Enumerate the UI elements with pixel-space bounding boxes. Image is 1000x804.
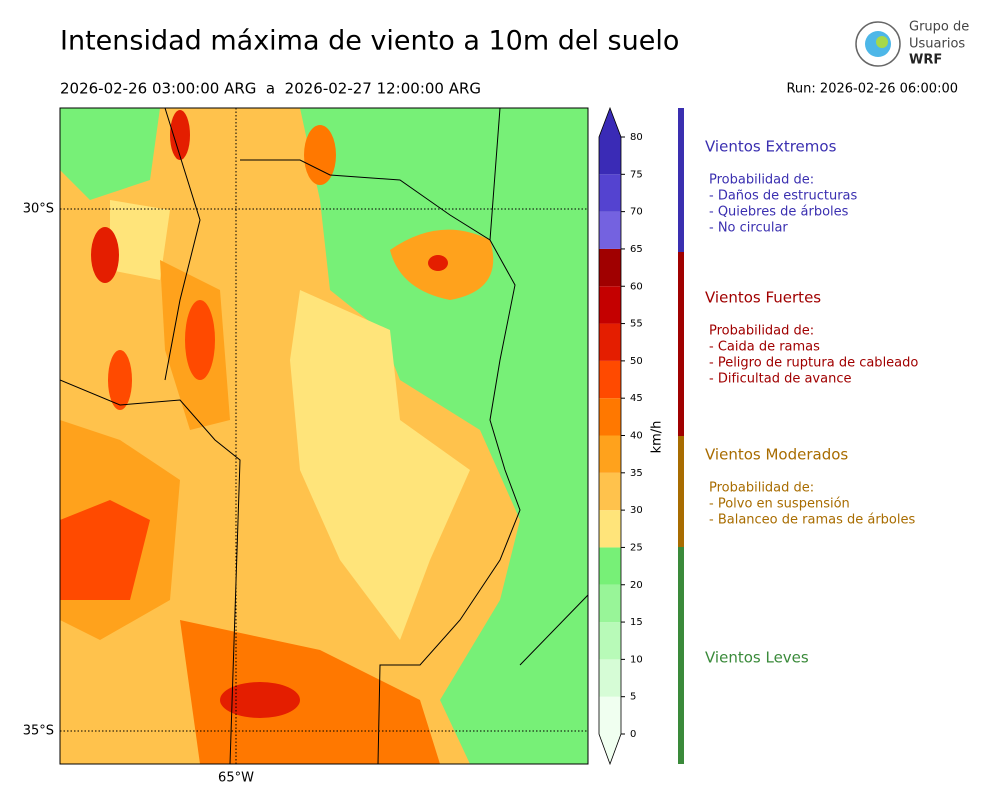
colorbar-tick-label: 40 — [630, 431, 643, 442]
legend-line: Probabilidad de: — [709, 173, 814, 188]
legend-bar — [678, 252, 684, 436]
title: Intensidad máxima de viento a 10m del su… — [60, 26, 679, 57]
lat-label: 35°S — [23, 724, 54, 739]
legend-bar — [678, 108, 684, 252]
colorbar-extend-top — [599, 108, 621, 137]
colorbar-tick-label: 60 — [630, 281, 643, 292]
colorbar-tick-label: 25 — [630, 542, 643, 553]
colorbar-tick-label: 80 — [630, 132, 643, 143]
map-area-strong — [185, 300, 215, 380]
colorbar-segment — [599, 137, 621, 175]
map-area-strong — [428, 255, 448, 271]
logo-text: Grupo de — [909, 20, 969, 35]
border — [60, 379, 241, 764]
logo-text: WRF — [909, 53, 942, 68]
legend-line: - Polvo en suspensión — [709, 497, 850, 512]
legend-bar — [678, 547, 684, 764]
colorbar-tick-label: 20 — [630, 580, 643, 591]
legend-title: Vientos Extremos — [705, 138, 837, 156]
logo-text: Usuarios — [909, 37, 965, 52]
colorbar-tick-label: 30 — [630, 505, 643, 516]
legend-title: Vientos Leves — [705, 649, 809, 667]
colorbar-segment — [599, 659, 621, 697]
legend-line: - Caida de ramas — [709, 340, 820, 355]
map-area-strong — [180, 620, 440, 764]
border — [164, 108, 201, 381]
colorbar-tick-label: 45 — [630, 393, 643, 404]
map-area-strong — [60, 500, 150, 600]
colorbar-tick-label: 70 — [630, 207, 643, 218]
colorbar-segment — [599, 323, 621, 361]
colorbar-segment — [599, 435, 621, 473]
map-area-light — [60, 108, 160, 200]
period: 2026-02-26 03:00:00 ARG a 2026-02-27 12:… — [60, 80, 481, 98]
colorbar-segment — [599, 286, 621, 324]
legend-line: Probabilidad de: — [709, 324, 814, 339]
legend-line: - Daños de estructuras — [709, 189, 858, 204]
logo: Grupo de Usuarios WRF — [855, 20, 969, 68]
legend-line: Probabilidad de: — [709, 481, 814, 496]
border — [489, 108, 588, 666]
run: Run: 2026-02-26 06:00:00 — [786, 82, 958, 97]
colorbar-tick-label: 0 — [630, 729, 636, 740]
colorbar-segment — [599, 398, 621, 436]
colorbar: 0 5 10 15 20 25 30 35 40 45 50 55 60 65 70 75 80 — [598, 106, 643, 766]
colorbar-segment — [599, 622, 621, 660]
map-frame — [59, 107, 589, 765]
colorbar-tick-label: 35 — [630, 468, 643, 479]
map-area-strong — [91, 227, 119, 283]
colorbar-tick-label: 65 — [630, 244, 643, 255]
colorbar-segment — [599, 248, 621, 287]
colorbar-tick-label: 50 — [630, 356, 643, 367]
legend-line: - Quiebres de árboles — [709, 205, 849, 220]
lat-label: 30°S — [23, 202, 54, 217]
colorbar-segment — [599, 584, 621, 623]
map-area-strong — [170, 110, 190, 160]
legend-bar — [678, 436, 684, 547]
legend-title: Vientos Moderados — [705, 446, 848, 464]
map — [60, 108, 588, 764]
map-area-moderate — [290, 290, 470, 640]
colorbar-tick-label: 5 — [630, 692, 636, 703]
colorbar-extend-bottom — [599, 734, 621, 764]
colorbar-tick-label: 10 — [630, 654, 643, 665]
colorbar-label: km/h — [650, 421, 665, 454]
map-area-light — [300, 108, 588, 764]
colorbar-segment — [599, 472, 621, 511]
legend-line: - Peligro de ruptura de cableado — [709, 356, 918, 371]
legend-title: Vientos Fuertes — [705, 289, 821, 307]
colorbar-tick-label: 15 — [630, 617, 643, 628]
colorbar-segment — [599, 696, 621, 734]
map-area-strong — [304, 125, 336, 185]
map-area-strong — [108, 350, 132, 410]
legend-line: - No circular — [709, 221, 788, 236]
colorbar-tick-label: 75 — [630, 169, 643, 180]
colorbar-segment — [599, 174, 621, 212]
colorbar-segment — [599, 510, 621, 548]
legend-line: - Balanceo de ramas de árboles — [709, 513, 915, 528]
map-area-strong — [220, 682, 300, 718]
map-area-moderate — [110, 200, 170, 280]
colorbar-tick-label: 55 — [630, 319, 643, 330]
lon-label: 65°W — [218, 771, 254, 786]
colorbar-segment — [599, 211, 621, 249]
border — [240, 159, 521, 764]
legend-line: - Dificultad de avance — [709, 372, 851, 387]
colorbar-segment — [599, 360, 621, 399]
colorbar-segment — [599, 547, 621, 585]
logo-swirl — [876, 36, 888, 48]
